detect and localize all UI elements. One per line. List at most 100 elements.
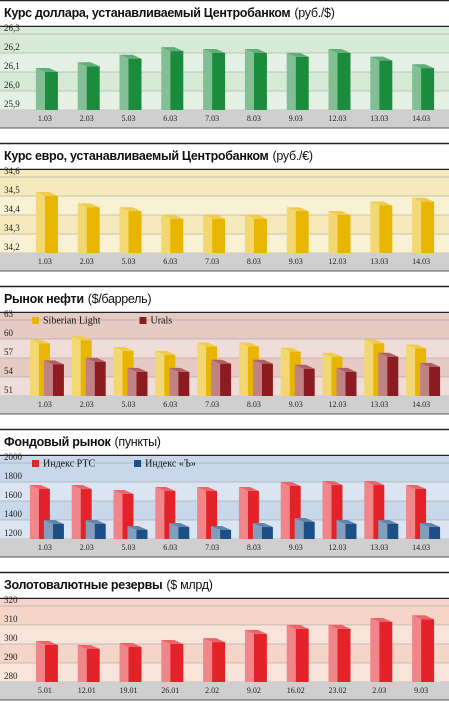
- x-tick-label: 5.03: [122, 257, 136, 266]
- x-tick-label: 13.03: [370, 543, 388, 552]
- bar: [295, 211, 309, 253]
- bar: [429, 366, 441, 396]
- y-tick-label: 34,6: [4, 166, 20, 176]
- bar-side: [203, 214, 213, 253]
- bar-top: [412, 615, 435, 620]
- bar-side: [77, 62, 87, 110]
- bar-side: [43, 360, 53, 396]
- x-tick-label: 8.03: [247, 257, 261, 266]
- y-tick-label: 54: [4, 366, 14, 376]
- x-tick-label: 6.03: [163, 543, 177, 552]
- bar-top: [71, 485, 92, 490]
- y-tick-label: 26,3: [4, 23, 20, 33]
- legend-label: Siberian Light: [43, 315, 101, 326]
- x-strip: [0, 396, 449, 414]
- x-tick-label: 2.03: [80, 400, 94, 409]
- bar-top: [370, 56, 393, 61]
- x-tick-label: 2.02: [205, 686, 219, 695]
- bar-side: [238, 487, 248, 539]
- bar-side: [71, 336, 81, 396]
- bar-top: [322, 352, 343, 357]
- y-tick-label: 60: [4, 328, 14, 338]
- bar: [94, 523, 106, 539]
- y-tick-label: 25,9: [4, 99, 20, 109]
- y-tick-label: 34,5: [4, 185, 20, 195]
- bar-side: [378, 519, 388, 539]
- x-tick-label: 6.03: [163, 114, 177, 123]
- bar-side: [406, 344, 416, 396]
- bar-side: [71, 485, 81, 539]
- bar: [337, 628, 351, 682]
- y-tick-label: 26,0: [4, 80, 20, 90]
- bar-top: [378, 519, 399, 524]
- bar: [253, 53, 267, 110]
- x-tick-label: 19.01: [120, 686, 138, 695]
- bar: [212, 218, 226, 253]
- bar-side: [119, 643, 129, 682]
- x-tick-label: 26.01: [161, 686, 179, 695]
- bar: [170, 644, 184, 682]
- x-tick-label: 14.03: [412, 114, 430, 123]
- bar: [128, 58, 142, 110]
- x-tick-label: 9.03: [414, 686, 428, 695]
- bar: [164, 491, 176, 539]
- title-unit: (руб./$): [294, 6, 334, 20]
- x-tick-label: 5.03: [122, 114, 136, 123]
- x-tick-label: 14.03: [412, 400, 430, 409]
- bar-side: [286, 207, 296, 253]
- bar: [415, 489, 427, 539]
- x-tick-label: 1.03: [38, 257, 52, 266]
- y-tick-label: 63: [4, 309, 14, 319]
- bar-side: [161, 640, 171, 682]
- bar-top: [328, 49, 351, 53]
- title-main: Золотовалютные резервы: [4, 578, 162, 592]
- x-tick-label: 7.03: [205, 257, 219, 266]
- bar: [337, 53, 351, 110]
- bar-top: [35, 68, 58, 72]
- x-strip: [0, 110, 449, 128]
- bar-side: [322, 481, 332, 539]
- bar-side: [420, 523, 430, 539]
- bar-top: [336, 367, 357, 372]
- bar-top: [280, 347, 301, 352]
- bar-side: [113, 489, 123, 539]
- title-unit: (пункты): [115, 435, 161, 449]
- bar-side: [29, 339, 39, 396]
- stripe: [0, 196, 449, 215]
- bar-top: [77, 203, 100, 208]
- bar: [379, 621, 393, 682]
- x-tick-label: 7.03: [205, 114, 219, 123]
- x-tick-label: 12.03: [329, 400, 347, 409]
- bar: [220, 529, 232, 539]
- bar-top: [412, 64, 435, 69]
- bar-top: [35, 192, 58, 196]
- stripe: [0, 339, 449, 358]
- header-bg: [0, 286, 449, 312]
- bar-top: [244, 629, 267, 634]
- bar-top: [322, 481, 343, 486]
- bar-top: [211, 525, 232, 530]
- bar-top: [420, 523, 441, 528]
- bar-side: [244, 49, 254, 110]
- x-tick-label: 13.03: [370, 114, 388, 123]
- bar: [421, 201, 435, 253]
- bar: [345, 523, 357, 539]
- x-tick-label: 5.01: [38, 686, 52, 695]
- y-tick-label: 26,2: [4, 42, 20, 52]
- bar-top: [169, 523, 190, 528]
- bar-top: [85, 519, 106, 524]
- bar-side: [412, 197, 422, 253]
- x-tick-label: 9.03: [289, 543, 303, 552]
- header-bg: [0, 429, 449, 455]
- title-main: Фондовый рынок: [4, 435, 112, 449]
- x-tick-label: 9.02: [247, 686, 261, 695]
- bar-side: [280, 481, 290, 539]
- bar-top: [328, 624, 351, 629]
- y-tick-label: 57: [4, 347, 14, 357]
- x-tick-label: 16.02: [287, 686, 305, 695]
- bar-top: [203, 214, 226, 219]
- x-tick-label: 1.03: [38, 543, 52, 552]
- x-tick-label: 1.03: [38, 400, 52, 409]
- bar-top: [286, 207, 309, 212]
- bar-top: [119, 643, 142, 648]
